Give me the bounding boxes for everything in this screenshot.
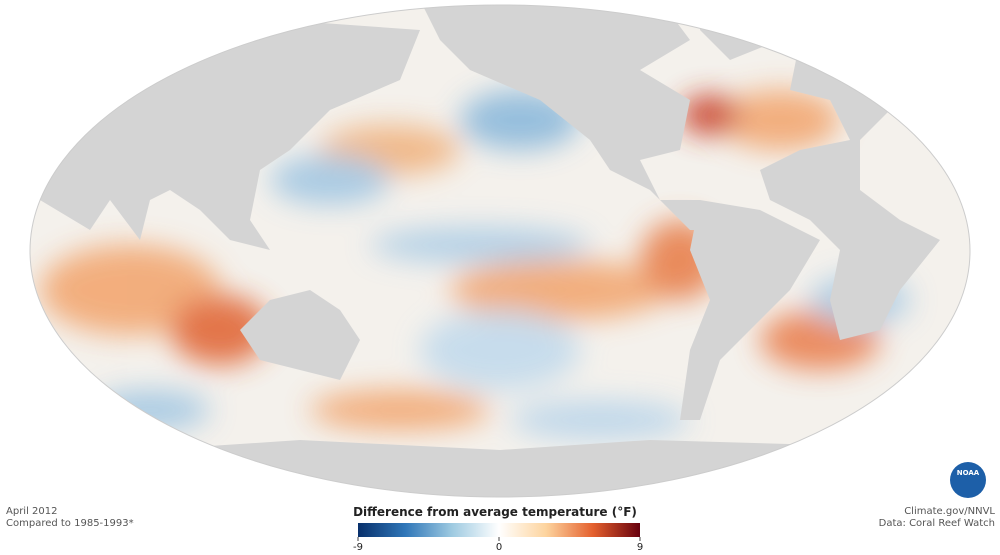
date: April 2012 <box>6 506 57 517</box>
colorbar-tick-label: 0 <box>496 542 502 553</box>
legend-title: Difference from average temperature (°F) <box>353 505 637 519</box>
colorbar-tick-label: -9 <box>353 542 363 553</box>
logo <box>950 462 986 498</box>
source: Data: Coral Reef Watch <box>879 518 995 529</box>
colorbar <box>358 523 640 537</box>
logo-text: NOAA <box>957 469 980 477</box>
baseline: Compared to 1985-1993* <box>6 518 134 529</box>
site: Climate.gov/NNVL <box>904 506 995 517</box>
globe-outline <box>29 4 971 498</box>
colorbar-tick-label: 9 <box>637 542 643 553</box>
